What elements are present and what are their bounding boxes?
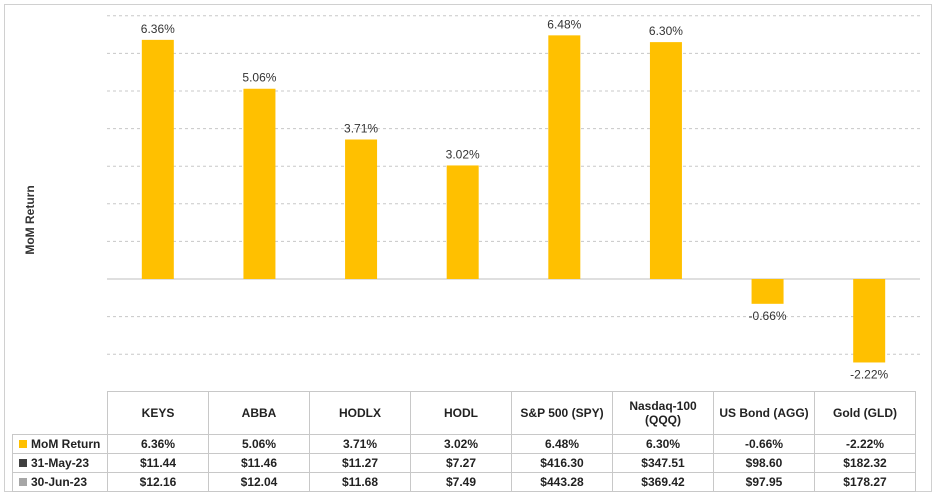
table-cell: -0.66% [713,434,815,454]
table-cell: 6.30% [612,434,714,454]
data-label: 6.36% [141,22,175,36]
table-header-cell: S&P 500 (SPY) [511,391,613,435]
table-row: MoM Return 6.36% 5.06% 3.71% 3.02% 6.48% 6.30%… [12,434,916,454]
data-label: 6.48% [547,17,581,31]
table-cell: $347.51 [612,453,714,473]
data-label: -0.66% [749,309,787,323]
table-header-row: KEYS ABBA HODLX HODL S&P 500 (SPY) Nasda… [12,391,916,435]
legend-label: 30-Jun-23 [31,475,88,489]
bar [446,165,479,279]
bar [853,279,886,363]
table-cell: $12.16 [107,472,209,492]
legend-key-icon [19,440,27,448]
table-header-cell: HODL [410,391,512,435]
y-axis-label: MoM Return [23,185,37,255]
legend-label: MoM Return [31,437,101,451]
chart-frame [4,4,932,492]
table-cell: -2.22% [814,434,916,454]
table-cell: 3.71% [309,434,411,454]
table-cell: 5.06% [208,434,310,454]
table-cell: $97.95 [713,472,815,492]
table-cell: $11.46 [208,453,310,473]
data-label: 3.71% [344,122,378,136]
table-cell: $98.60 [713,453,815,473]
table-cell: $7.49 [410,472,512,492]
table-cell: $443.28 [511,472,613,492]
table-header-cell: US Bond (AGG) [713,391,815,435]
table-body: MoM Return 6.36% 5.06% 3.71% 3.02% 6.48% 6.30%… [12,434,916,492]
bar [243,88,276,279]
table-row-label: 31-May-23 [12,453,108,473]
table-cell: $11.44 [107,453,209,473]
bar [345,139,378,279]
bar [141,39,174,279]
table-cell: 6.48% [511,434,613,454]
table-cell: $369.42 [612,472,714,492]
table-cell: $416.30 [511,453,613,473]
table-header-cell: ABBA [208,391,310,435]
table-header-cell: Gold (GLD) [814,391,916,435]
gridlines [107,15,920,355]
table-header-cell: HODLX [309,391,411,435]
data-labels: 6.36% 5.06% 3.71% 3.02% 6.48% 6.30% -0.66% -2.2… [141,17,889,381]
table-cell: $178.27 [814,472,916,492]
table-row-label: 30-Jun-23 [12,472,108,492]
data-table: KEYS ABBA HODLX HODL S&P 500 (SPY) Nasda… [12,391,916,492]
table-cell: $11.27 [309,453,411,473]
table-cell: $11.68 [309,472,411,492]
table-cell: 6.36% [107,434,209,454]
table-cell: 3.02% [410,434,512,454]
table-cell: $7.27 [410,453,512,473]
table-corner [12,391,108,435]
legend-key-icon [19,478,27,486]
bar [751,279,784,304]
y-axis-label-box: MoM Return [10,185,50,254]
table-cell: $182.32 [814,453,916,473]
bars [141,35,886,363]
bar [649,42,682,280]
legend-key-icon [19,459,27,467]
table-row: 30-Jun-23 $12.16 $12.04 $11.68 $7.49 $443.28 $… [12,472,916,492]
table-cell: $12.04 [208,472,310,492]
data-label: -2.22% [850,367,888,381]
table-header-cell: KEYS [107,391,209,435]
legend-label: 31-May-23 [31,456,90,470]
data-label: 5.06% [242,71,276,85]
table-row-label: MoM Return [12,434,108,454]
bar [548,35,581,279]
table-row: 31-May-23 $11.44 $11.46 $11.27 $7.27 $416.30 $… [12,453,916,473]
table-header-cell: Nasdaq-100 (QQQ) [612,391,714,435]
bar-chart: 6.36% 5.06% 3.71% 3.02% 6.48% 6.30% -0.66% -2.2… [107,15,920,381]
data-label: 3.02% [446,147,480,161]
data-label: 6.30% [649,24,683,38]
